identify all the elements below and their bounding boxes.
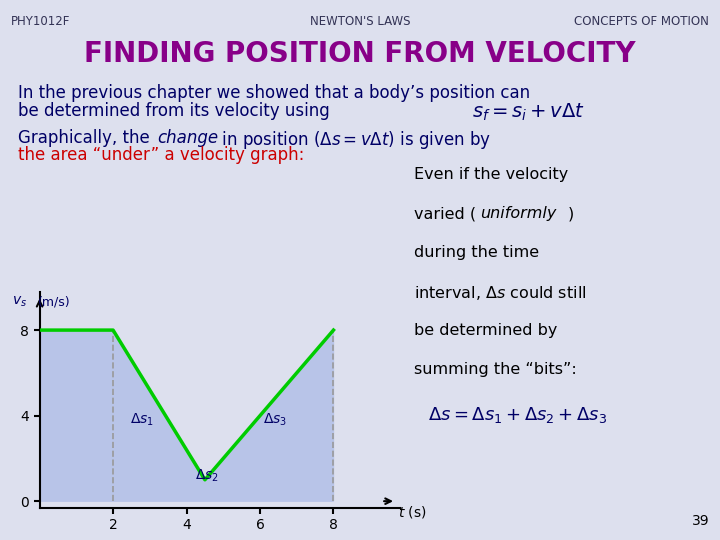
- Text: be determined by: be determined by: [414, 323, 557, 338]
- Text: (m/s): (m/s): [37, 296, 71, 309]
- Text: $\Delta s = \Delta s_1 + \Delta s_2 + \Delta s_3$: $\Delta s = \Delta s_1 + \Delta s_2 + \D…: [428, 404, 608, 424]
- Text: Even if the velocity: Even if the velocity: [414, 167, 568, 183]
- Text: $s_f = s_i + v\Delta t$: $s_f = s_i + v\Delta t$: [472, 102, 585, 123]
- Text: interval, $\Delta s$ could still: interval, $\Delta s$ could still: [414, 284, 587, 302]
- Text: during the time: during the time: [414, 245, 539, 260]
- Text: $\Delta s_1$: $\Delta s_1$: [130, 411, 155, 428]
- Text: $\Delta s_3$: $\Delta s_3$: [263, 411, 287, 428]
- Text: varied (: varied (: [414, 206, 476, 221]
- Text: PHY1012F: PHY1012F: [11, 15, 70, 28]
- Text: the area “under” a velocity graph:: the area “under” a velocity graph:: [18, 146, 305, 164]
- Text: CONCEPTS OF MOTION: CONCEPTS OF MOTION: [575, 15, 709, 28]
- Text: summing the “bits”:: summing the “bits”:: [414, 362, 577, 377]
- Text: ): ): [567, 206, 574, 221]
- Text: in position ($\Delta s = v\Delta t$) is given by: in position ($\Delta s = v\Delta t$) is …: [211, 129, 491, 151]
- Text: $\Delta s_2$: $\Delta s_2$: [195, 467, 219, 484]
- Text: NEWTON'S LAWS: NEWTON'S LAWS: [310, 15, 410, 28]
- Text: FINDING POSITION FROM VELOCITY: FINDING POSITION FROM VELOCITY: [84, 40, 636, 69]
- Text: 39: 39: [692, 514, 709, 528]
- Text: be determined from its velocity using: be determined from its velocity using: [18, 102, 330, 119]
- Polygon shape: [40, 330, 333, 501]
- Text: $t$ (s): $t$ (s): [397, 504, 426, 521]
- Text: uniformly: uniformly: [480, 206, 557, 221]
- Text: $v_s$: $v_s$: [12, 295, 27, 309]
- Text: change: change: [157, 129, 218, 146]
- Text: In the previous chapter we showed that a body’s position can: In the previous chapter we showed that a…: [18, 84, 530, 102]
- Text: Graphically, the: Graphically, the: [18, 129, 155, 146]
